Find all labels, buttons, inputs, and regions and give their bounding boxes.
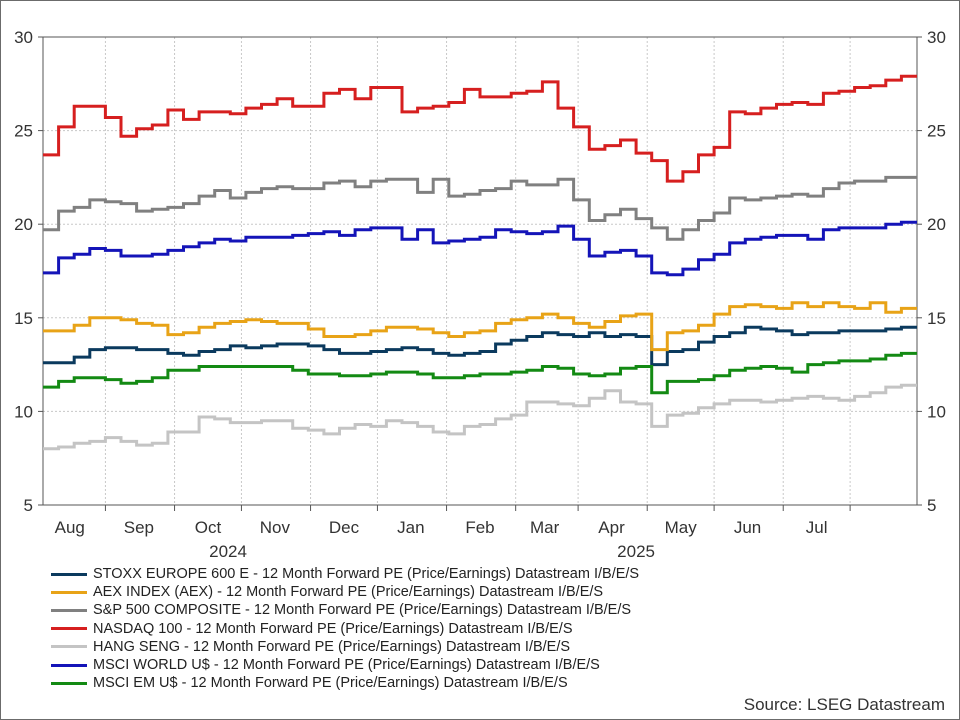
y-tick-label-right: 30	[927, 28, 946, 47]
x-tick-label: Feb	[465, 518, 494, 537]
y-tick-label-right: 10	[927, 402, 946, 421]
y-tick-label-left: 10	[14, 402, 33, 421]
legend-item: NASDAQ 100 - 12 Month Forward PE (Price/…	[51, 620, 639, 638]
x-tick-label: Mar	[530, 518, 560, 537]
legend: STOXX EUROPE 600 E - 12 Month Forward PE…	[51, 565, 639, 692]
y-tick-label-left: 15	[14, 309, 33, 328]
series-line	[43, 175, 917, 241]
series-line	[43, 351, 917, 395]
x-tick-label: Oct	[195, 518, 222, 537]
legend-swatch	[51, 608, 87, 612]
y-tick-label-left: 30	[14, 28, 33, 47]
series-line	[43, 383, 917, 451]
legend-swatch	[51, 663, 87, 667]
legend-label: STOXX EUROPE 600 E - 12 Month Forward PE…	[93, 566, 640, 583]
legend-swatch	[51, 627, 87, 631]
series-line	[43, 301, 917, 352]
y-tick-label-right: 25	[927, 122, 946, 141]
legend-label: AEX INDEX (AEX) - 12 Month Forward PE (P…	[93, 584, 604, 601]
legend-swatch	[51, 645, 87, 649]
y-tick-label-left: 20	[14, 215, 33, 234]
x-tick-label: Apr	[598, 518, 625, 537]
legend-swatch	[51, 572, 87, 576]
y-tick-label-right: 20	[927, 215, 946, 234]
series-line	[43, 220, 917, 277]
legend-label: MSCI EM U$ - 12 Month Forward PE (Price/…	[93, 675, 568, 692]
y-tick-label-right: 5	[927, 496, 936, 515]
x-tick-label: Nov	[260, 518, 291, 537]
legend-label: MSCI WORLD U$ - 12 Month Forward PE (Pri…	[93, 657, 600, 674]
legend-label: NASDAQ 100 - 12 Month Forward PE (Price/…	[93, 620, 573, 637]
legend-swatch	[51, 590, 87, 594]
series-line	[43, 74, 917, 183]
legend-item: S&P 500 COMPOSITE - 12 Month Forward PE …	[51, 601, 639, 619]
series-line	[43, 325, 917, 367]
plot-area	[42, 36, 918, 506]
source-note: Source: LSEG Datastream	[743, 695, 945, 714]
legend-item: AEX INDEX (AEX) - 12 Month Forward PE (P…	[51, 583, 639, 601]
x-tick-label: Sep	[124, 518, 154, 537]
legend-swatch	[51, 681, 87, 685]
legend-item: MSCI WORLD U$ - 12 Month Forward PE (Pri…	[51, 656, 639, 674]
legend-item: HANG SENG - 12 Month Forward PE (Price/E…	[51, 638, 639, 656]
legend-label: S&P 500 COMPOSITE - 12 Month Forward PE …	[93, 602, 632, 619]
x-tick-label: Jun	[734, 518, 761, 537]
x-year-label: 2024	[209, 542, 247, 561]
y-tick-label-right: 15	[927, 309, 946, 328]
x-tick-label: May	[665, 518, 698, 537]
legend-item: STOXX EUROPE 600 E - 12 Month Forward PE…	[51, 565, 639, 583]
x-tick-label: Aug	[55, 518, 85, 537]
legend-label: HANG SENG - 12 Month Forward PE (Price/E…	[93, 638, 571, 655]
y-tick-label-left: 25	[14, 122, 33, 141]
x-year-label: 2025	[617, 542, 655, 561]
legend-item: MSCI EM U$ - 12 Month Forward PE (Price/…	[51, 674, 639, 692]
y-tick-label-left: 5	[24, 496, 33, 515]
x-tick-label: Jan	[397, 518, 424, 537]
x-tick-label: Dec	[329, 518, 360, 537]
x-tick-label: Jul	[806, 518, 828, 537]
